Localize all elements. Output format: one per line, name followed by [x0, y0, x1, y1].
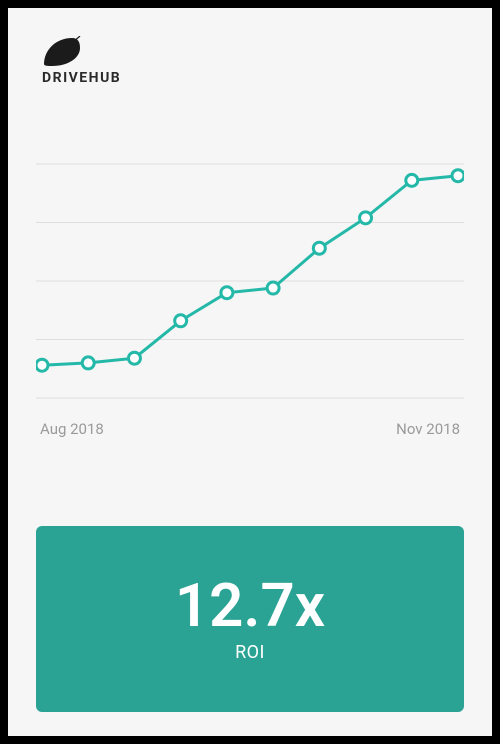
roi-value: 12.7x: [175, 576, 325, 636]
drivehub-logo-icon: [42, 36, 82, 68]
chart-canvas: [36, 156, 464, 406]
chart-x-axis: Aug 2018 Nov 2018: [36, 420, 464, 438]
roi-line-chart: [36, 156, 464, 406]
roi-card: 12.7x ROI: [36, 526, 464, 712]
brand-logo: DRIVEHUB: [42, 36, 464, 86]
x-axis-start-label: Aug 2018: [40, 420, 104, 438]
x-axis-end-label: Nov 2018: [396, 420, 460, 438]
roi-label: ROI: [235, 642, 265, 663]
brand-name: DRIVEHUB: [42, 70, 121, 86]
card-frame: DRIVEHUB Aug 2018 Nov 2018 12.7x ROI: [0, 0, 500, 744]
